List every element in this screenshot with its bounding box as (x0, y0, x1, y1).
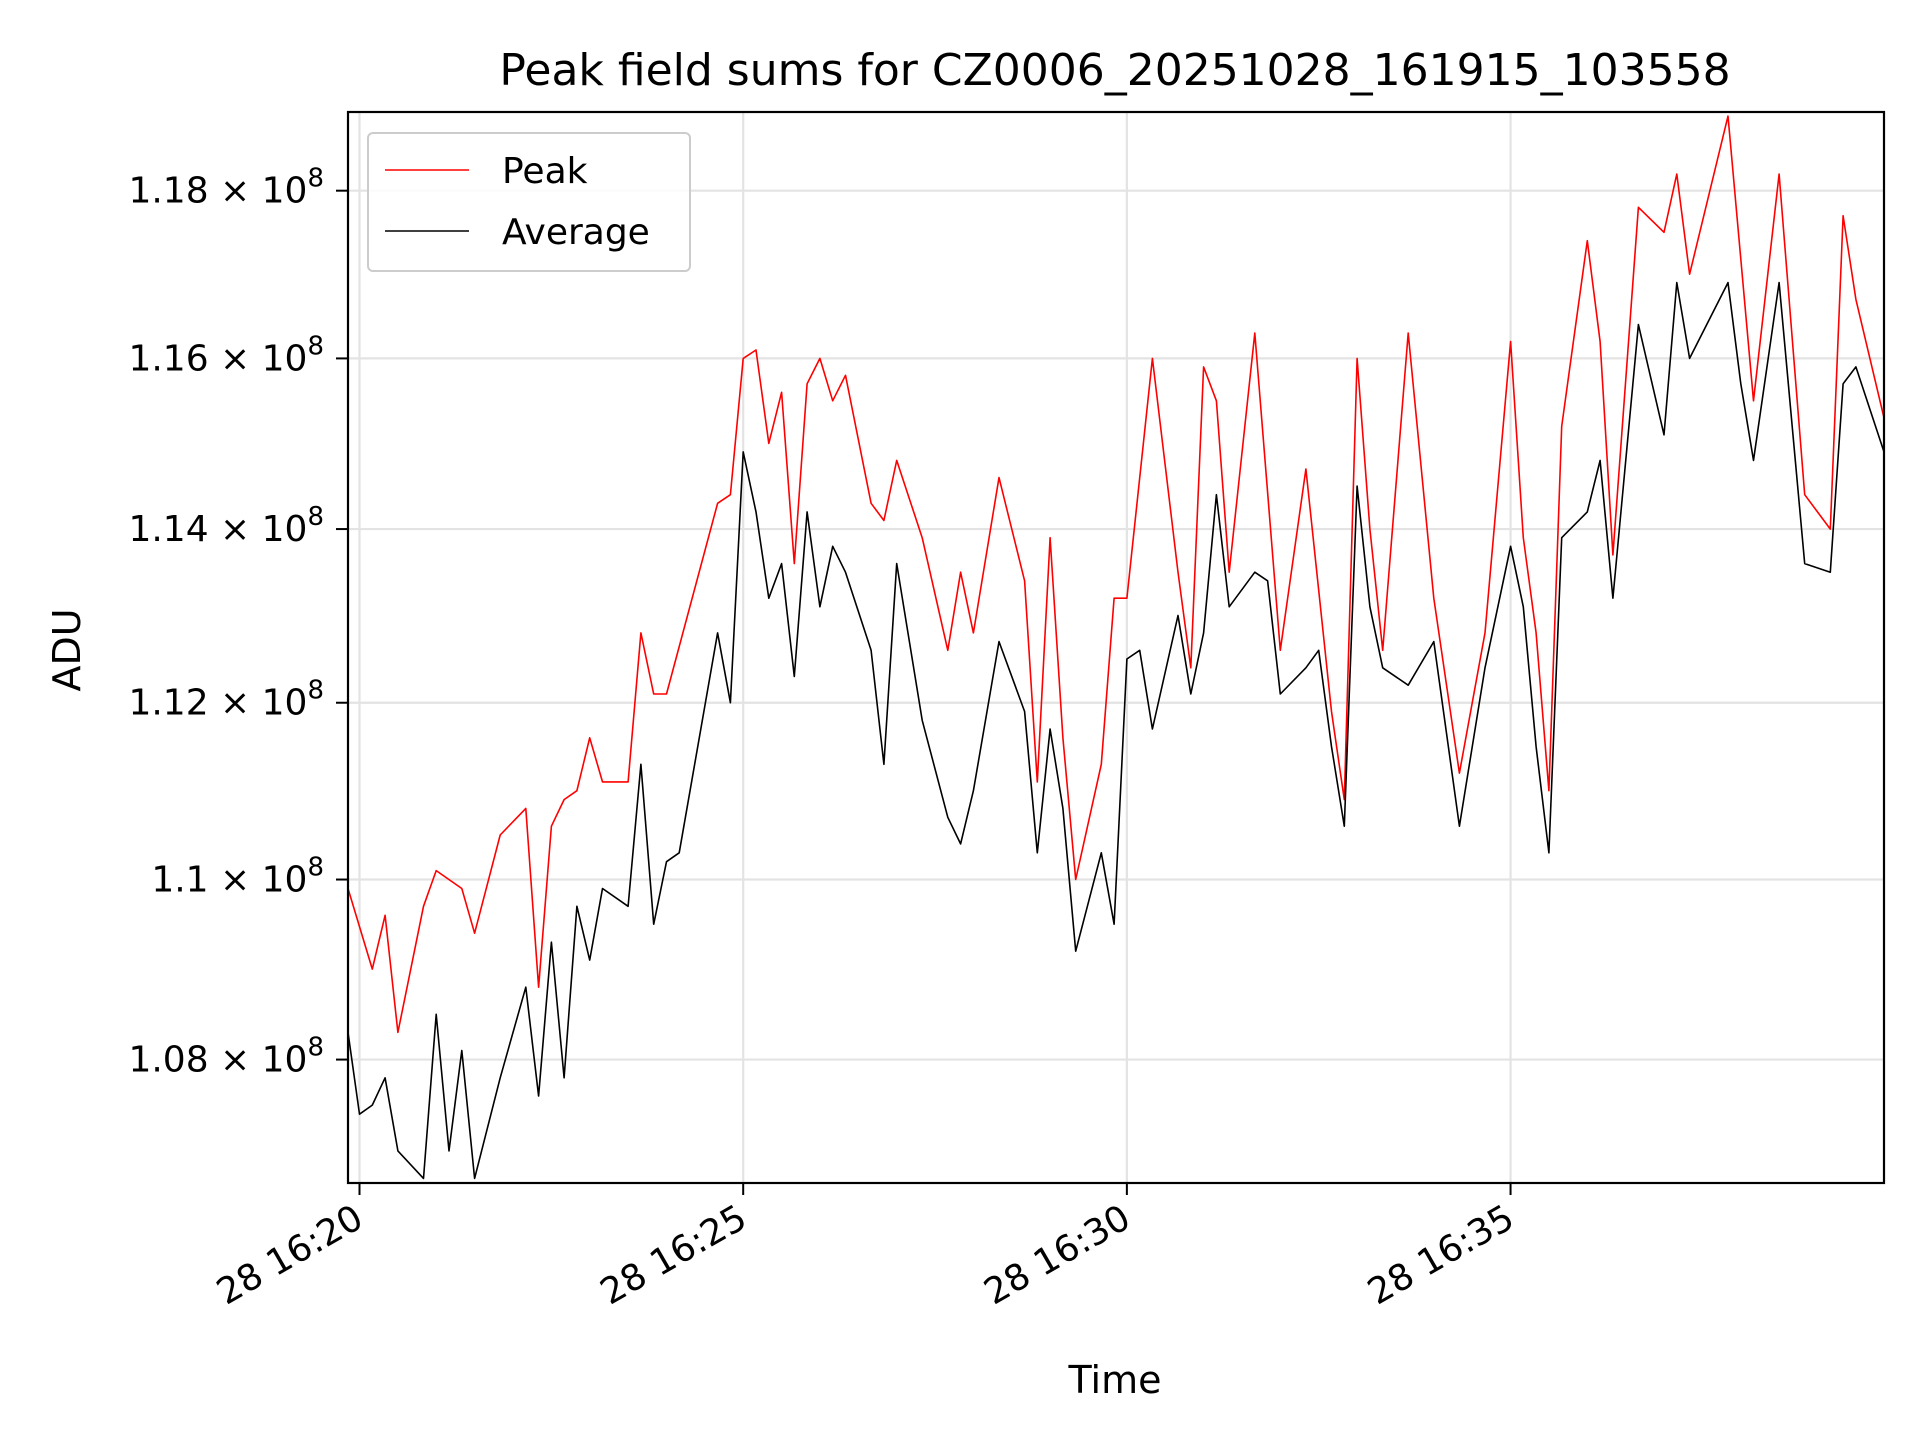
series-line-average (347, 281, 1885, 1180)
legend-label: Average (502, 212, 650, 253)
y-tick-label: 1.16 × 108 (128, 331, 324, 379)
chart-title: Peak field sums for CZ0006_20251028_1619… (499, 45, 1730, 96)
plot-frame (346, 110, 1886, 1185)
y-tick-label: 1.14 × 108 (128, 502, 324, 550)
series-group (347, 115, 1885, 1180)
y-tick-label: 1.08 × 108 (128, 1033, 324, 1081)
y-tick-label: 1.1 × 108 (151, 853, 324, 901)
y-axis-label: ADU (45, 608, 89, 691)
y-tick-label: 1.12 × 108 (128, 676, 324, 724)
y-tick-label: 1.18 × 108 (128, 164, 324, 212)
x-axis-label: Time (1068, 1358, 1162, 1402)
legend: Peak Average (367, 132, 691, 272)
legend-box (367, 132, 691, 272)
legend-label: Peak (502, 151, 588, 192)
series-line-peak (347, 115, 1885, 1034)
y-axis: 1.08 × 108 1.1 × 108 1.12 × 108 1.14 × 108 1… (128, 164, 348, 1081)
